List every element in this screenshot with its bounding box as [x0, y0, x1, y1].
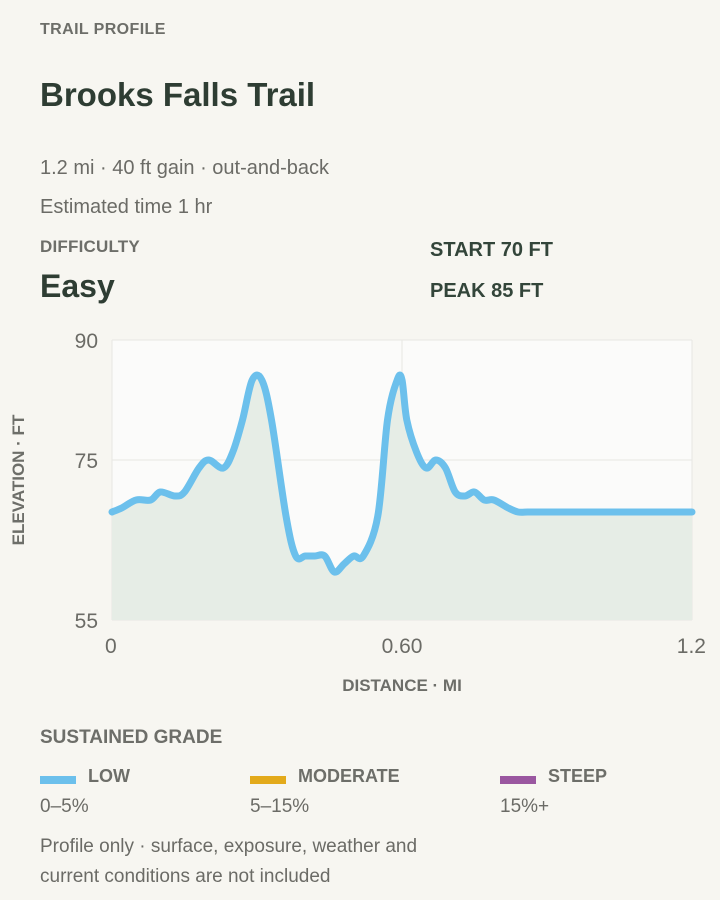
estimated-time: Estimated time 1 hr [40, 196, 213, 218]
legend-name-low: LOW [88, 766, 130, 786]
x-axis-label: DISTANCE · MI [342, 676, 462, 695]
x-axis-ticks: 0 0.60 1.2 [105, 635, 706, 658]
footnote-line-2: current conditions are not included [40, 866, 331, 887]
peak-elevation: PEAK 85 FT [430, 280, 544, 302]
legend-item-steep: STEEP 15%+ [500, 765, 700, 825]
y-axis-ticks: 90 75 55 [75, 330, 98, 633]
start-elevation: START 70 FT [430, 239, 553, 261]
legend-item-low: LOW 0–5% [40, 765, 240, 825]
trail-title: Brooks Falls Trail [40, 76, 316, 113]
legend-range-low: 0–5% [40, 796, 89, 817]
legend-swatch-moderate [250, 776, 286, 784]
eyebrow-label: TRAIL PROFILE [40, 21, 166, 38]
y-tick-label: 55 [75, 610, 98, 633]
y-axis-label: ELEVATION · FT [9, 414, 28, 545]
legend-range-moderate: 5–15% [250, 796, 310, 817]
y-tick-label: 75 [75, 450, 98, 473]
legend-range-steep: 15%+ [500, 796, 550, 817]
legend-item-moderate: MODERATE 5–15% [250, 765, 450, 825]
legend-title: SUSTAINED GRADE [40, 727, 223, 748]
trail-summary: 1.2 mi · 40 ft gain · out-and-back [40, 157, 330, 179]
elevation-chart: 90 75 55 0 0.60 1.2 DISTANCE · MI ELEVATION … [9, 330, 706, 695]
y-tick-label: 90 [75, 330, 98, 353]
difficulty-value: Easy [40, 268, 115, 304]
footnote-line-1: Profile only · surface, exposure, weathe… [40, 836, 418, 857]
x-tick-label: 0 [105, 635, 117, 658]
elevation-area [112, 374, 692, 620]
x-tick-label: 0.60 [382, 635, 423, 658]
x-tick-label: 1.2 [677, 635, 706, 658]
legend-swatch-steep [500, 776, 536, 784]
legend-swatch-low [40, 776, 76, 784]
legend-name-moderate: MODERATE [298, 766, 400, 786]
elevation-line [108, 371, 696, 576]
difficulty-label: DIFFICULTY [40, 237, 140, 256]
legend-name-steep: STEEP [548, 766, 608, 786]
footnote: Profile only · surface, exposure, weathe… [40, 832, 500, 892]
